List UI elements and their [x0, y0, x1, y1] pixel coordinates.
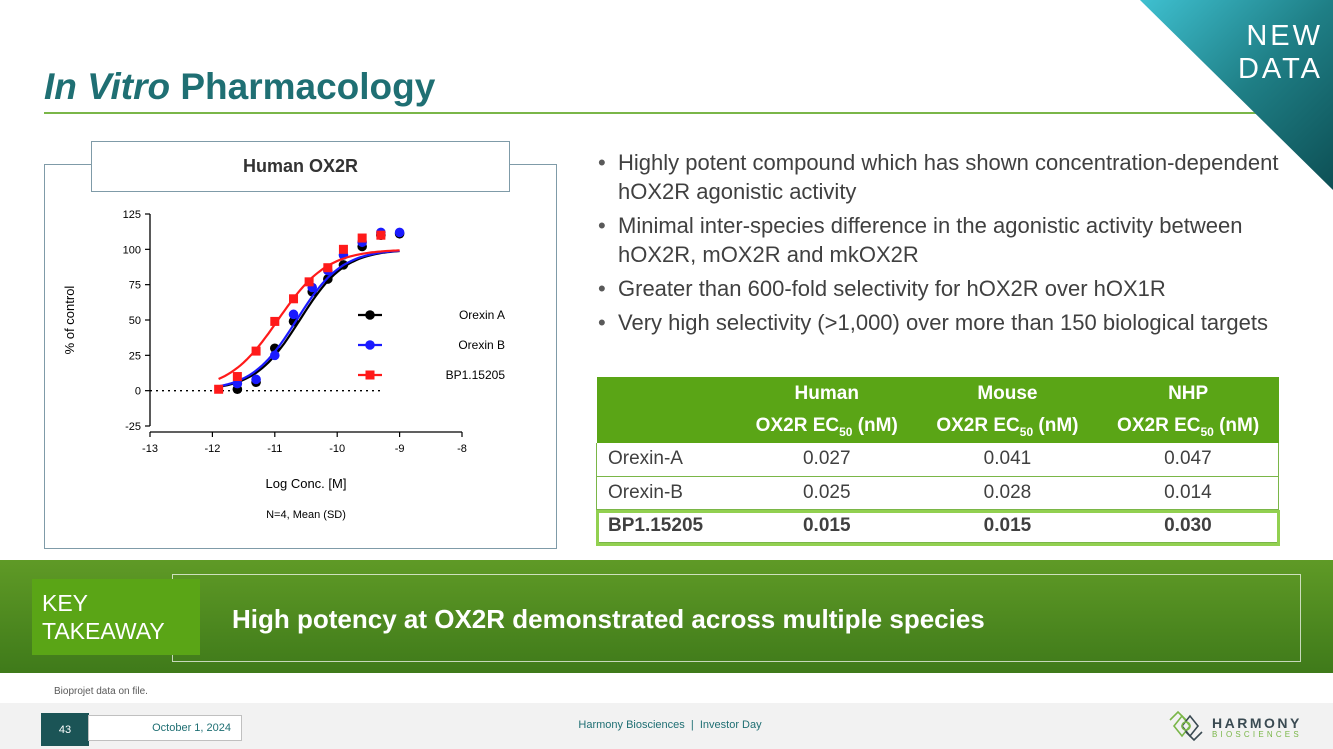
data-point [270, 343, 280, 354]
footer: 43 October 1, 2024 Harmony Biosciences |… [0, 703, 1333, 749]
table-cell: 0.014 [1097, 476, 1279, 510]
table-cell: 0.027 [736, 443, 918, 477]
new-data-banner: NEW DATA [1140, 0, 1333, 190]
header-species: NHP [1097, 377, 1279, 410]
data-point [232, 372, 242, 382]
ec50-table: Human Mouse NHP OX2R EC50 (nM) OX2R EC50… [596, 377, 1279, 543]
bullet-item: Highly potent compound which has shown c… [596, 148, 1306, 206]
data-point [304, 277, 314, 287]
bullet-list: Highly potent compound which has shown c… [596, 148, 1306, 342]
logo-mark-icon [1169, 710, 1203, 742]
header-species: Mouse [917, 377, 1098, 410]
harmony-logo: HARMONY BIOSCIENCES [1168, 708, 1308, 744]
table-cell: 0.028 [917, 476, 1098, 510]
table-cell: 0.047 [1097, 443, 1279, 477]
data-point [338, 244, 348, 254]
data-point [357, 233, 367, 243]
y-tick-label: 125 [123, 209, 141, 221]
row-label: Orexin-A [596, 443, 737, 477]
header-metric: OX2R EC50 (nM) [736, 410, 918, 443]
y-tick-label: 25 [129, 350, 141, 362]
row-label: BP1.15205 [596, 509, 737, 543]
key-takeaway-label: KEY TAKEAWAY [32, 579, 200, 655]
page-title: In Vitro Pharmacology [44, 66, 435, 108]
x-axis-label: Log Conc. [M] [266, 476, 347, 491]
table-cell: 0.025 [736, 476, 918, 510]
key-takeaway-band: KEY TAKEAWAY High potency at OX2R demons… [0, 560, 1333, 673]
x-tick-label: -10 [329, 443, 345, 455]
y-tick-label: 0 [135, 386, 141, 398]
x-tick-label: -8 [457, 443, 467, 455]
source-note: Bioprojet data on file. [54, 686, 148, 697]
new-data-line1: NEW [1246, 20, 1323, 52]
header-blank [596, 377, 737, 410]
row-label: Orexin-B [596, 476, 737, 510]
date-label: October 1, 2024 [88, 715, 242, 741]
legend-label: BP1.15205 [446, 368, 506, 382]
footer-caption: Harmony Biosciences | Investor Day [578, 719, 762, 731]
y-tick-label: 75 [129, 280, 141, 292]
data-point [288, 309, 299, 320]
legend-marker [365, 310, 375, 320]
fit-curve-1 [218, 249, 400, 388]
logo-sub: BIOSCIENCES [1212, 730, 1302, 739]
data-point [214, 384, 224, 394]
x-tick-label: -9 [395, 443, 405, 455]
data-point [251, 374, 261, 385]
table-cell: 0.015 [917, 509, 1098, 543]
header-species: Human [736, 377, 918, 410]
chart-note: N=4, Mean (SD) [266, 509, 346, 521]
data-point [289, 294, 299, 304]
data-point [394, 227, 405, 238]
title-divider [44, 112, 1333, 114]
bullet-item: Greater than 600-fold selectivity for hO… [596, 274, 1306, 303]
x-tick-label: -12 [204, 443, 220, 455]
data-point [270, 316, 280, 326]
legend-label: Orexin B [458, 338, 505, 352]
header-blank [596, 410, 737, 443]
legend-label: Orexin A [459, 308, 505, 322]
page-number: 43 [41, 713, 89, 746]
table-row: Orexin-B 0.025 0.028 0.014 [596, 476, 1279, 510]
title-rest: Pharmacology [170, 66, 436, 107]
new-data-line2: DATA [1237, 53, 1323, 85]
corner-triangle [1140, 0, 1333, 190]
table-cell: 0.041 [917, 443, 1098, 477]
chart-title: Human OX2R [91, 141, 510, 192]
header-metric: OX2R EC50 (nM) [917, 410, 1098, 443]
table-cell: 0.030 [1097, 509, 1279, 543]
dose-response-chart: -25 0 25 50 75 100 125 -13 -12 -11 -10 -9 -8 % of con… [62, 209, 506, 521]
new-data-label: NEW DATA [1238, 20, 1323, 86]
legend-marker [365, 340, 375, 350]
table-header-row: Human Mouse NHP [596, 377, 1279, 410]
bullet-item: Very high selectivity (>1,000) over more… [596, 308, 1306, 337]
bullet-item: Minimal inter-species difference in the … [596, 211, 1306, 269]
data-point [232, 378, 243, 389]
header-metric: OX2R EC50 (nM) [1097, 410, 1279, 443]
x-tick-label: -11 [267, 443, 282, 455]
data-point [251, 346, 261, 356]
logo-name: HARMONY [1212, 715, 1302, 731]
data-point [288, 316, 299, 327]
data-point [376, 230, 386, 240]
table-row: Orexin-A 0.027 0.041 0.047 [596, 443, 1279, 477]
legend-marker [365, 370, 375, 380]
table-cell: 0.015 [736, 509, 918, 543]
table-header-row: OX2R EC50 (nM) OX2R EC50 (nM) OX2R EC50 … [596, 410, 1279, 443]
title-italic: In Vitro [44, 66, 171, 107]
y-tick-label: -25 [125, 421, 141, 433]
key-takeaway-text: High potency at OX2R demonstrated across… [232, 604, 985, 634]
chart-panel [44, 164, 557, 549]
y-tick-label: 100 [123, 244, 141, 256]
data-point [270, 350, 280, 361]
y-axis-label: % of control [62, 286, 77, 355]
data-point [323, 263, 333, 273]
y-tick-label: 50 [129, 315, 141, 327]
x-tick-label: -13 [142, 443, 158, 455]
table-row-highlight: BP1.15205 0.015 0.015 0.030 [596, 509, 1279, 543]
